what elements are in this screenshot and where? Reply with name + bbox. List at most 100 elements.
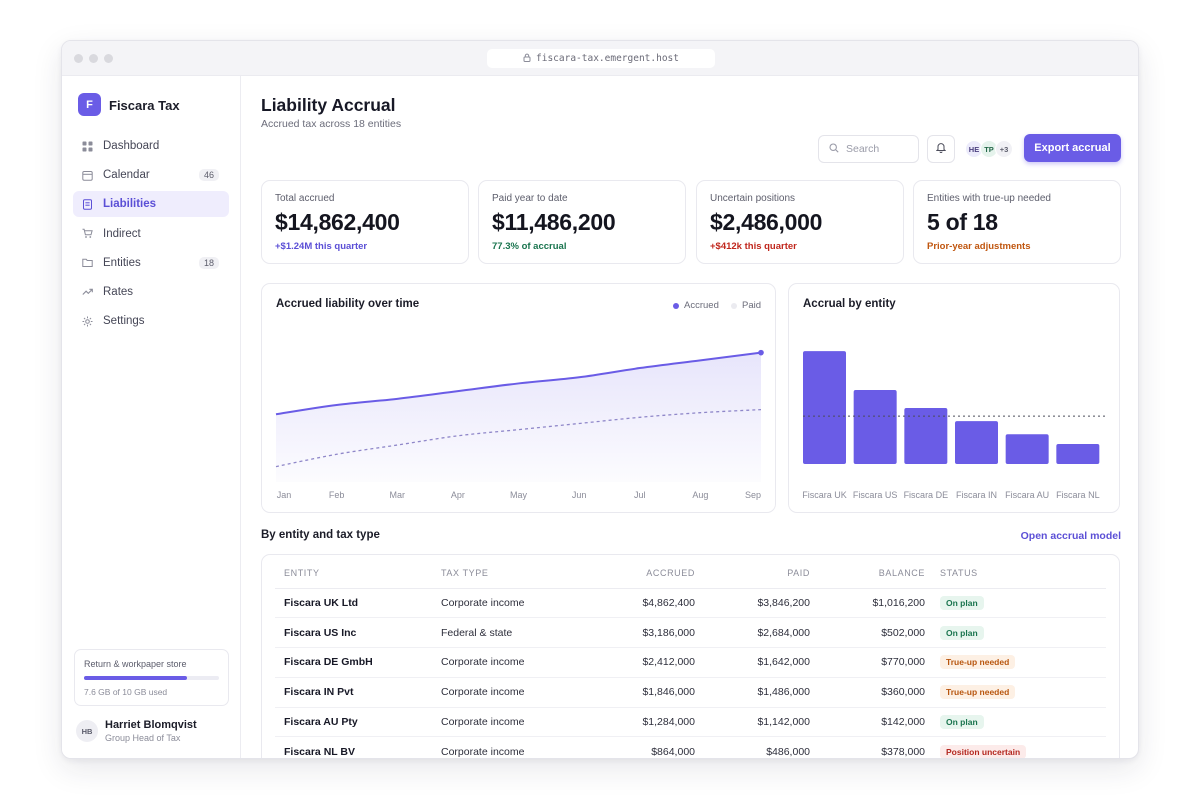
x-tick-label: Aug (692, 490, 708, 500)
sidebar-item-label: Entities (103, 256, 141, 269)
x-tick-label: Jul (634, 490, 646, 500)
chart-title: Accrued liability over time (276, 298, 420, 310)
grid-icon (82, 141, 93, 152)
balance-cell: $142,000 (816, 707, 931, 738)
entity-cell: Fiscara DE GmbH (275, 647, 432, 678)
kpi-card: Entities with true-up needed 5 of 18 Pri… (913, 180, 1121, 264)
sidebar-item-liabilities[interactable]: Liabilities (73, 191, 229, 218)
bar-chart: Fiscara UK Fiscara US Fiscara DE Fiscara IN… (802, 351, 1107, 500)
status-badge: Position uncertain (940, 745, 1027, 758)
gear-icon (82, 316, 93, 327)
sidebar-item-indirect[interactable]: Indirect (73, 221, 229, 247)
sidebar-item-rates[interactable]: Rates (73, 279, 229, 305)
table-row[interactable]: Fiscara UK Ltd Corporate income $4,862,400… (275, 588, 1106, 619)
cart-icon (82, 228, 93, 239)
x-tick-label: Fiscara UK (802, 490, 847, 500)
sidebar-item-label: Rates (103, 285, 134, 298)
accrued-area (276, 352, 761, 482)
sidebar-item-entities[interactable]: Entities 18 (73, 250, 229, 276)
avatar-overflow[interactable]: +3 (995, 140, 1013, 158)
paid-cell: $1,486,000 (701, 677, 816, 708)
x-tick-label: Apr (451, 490, 465, 500)
tax-type-cell: Corporate income (432, 707, 600, 738)
brand-name: Fiscara Tax (109, 98, 180, 113)
status-cell: On plan (931, 588, 1106, 619)
column-header[interactable]: BALANCE (816, 559, 931, 589)
sidebar-item-settings[interactable]: Settings (73, 308, 229, 334)
table-row[interactable]: Fiscara US Inc Federal & state $3,186,000 $… (275, 617, 1106, 649)
avatar[interactable]: HB (76, 720, 98, 742)
brand-logo[interactable]: F (78, 93, 101, 116)
sidebar-item-label: Liabilities (103, 198, 157, 211)
accrued-cell: $1,846,000 (600, 677, 701, 708)
kpi-label: Paid year to date (492, 193, 568, 204)
x-tick-label: Fiscara AU (1005, 490, 1049, 500)
export-accrual-button[interactable]: Export accrual (1024, 134, 1121, 162)
accrued-cell: $3,186,000 (600, 617, 701, 649)
kpi-value: 5 of 18 (927, 209, 998, 235)
open-accrual-model-link[interactable]: Open accrual model (1020, 530, 1121, 542)
browser-titlebar: fiscara-tax.emergent.host (62, 41, 1138, 76)
paid-series-line (275, 408, 762, 468)
sidebar-item-calendar[interactable]: Calendar 46 (73, 162, 229, 188)
search-icon (829, 142, 839, 156)
legend-item-accrued[interactable]: Accrued (673, 300, 719, 311)
kpi-label: Entities with true-up needed (927, 193, 1051, 204)
main-content: Liability Accrual Accrued tax across 18 … (241, 76, 1138, 759)
column-header[interactable]: TAX TYPE (432, 559, 600, 589)
section-title: By entity and tax type (261, 529, 380, 541)
search-input[interactable]: Search (818, 135, 919, 163)
kpi-value: $14,862,400 (275, 209, 400, 235)
status-badge: On plan (940, 595, 984, 610)
balance-cell: $770,000 (816, 647, 931, 678)
x-tick-label: May (510, 490, 528, 500)
storage-card: Return & workpaper store 7.6 GB of 10 GB… (74, 649, 229, 706)
table-row[interactable]: Fiscara DE GmbH Corporate income $2,412,00… (275, 647, 1106, 678)
notifications-button[interactable] (927, 135, 955, 163)
bar (803, 351, 846, 464)
sidebar-item-label: Indirect (103, 227, 141, 240)
accrued-cell: $4,862,400 (600, 588, 701, 619)
entity-cell: Fiscara US Inc (275, 617, 432, 649)
column-header[interactable]: ACCRUED (600, 559, 701, 589)
sidebar-item-label: Dashboard (103, 140, 160, 152)
column-header[interactable]: PAID (701, 559, 816, 589)
table-row[interactable]: Fiscara IN Pvt Corporate income $1,846,000… (275, 677, 1106, 708)
window-close-dot[interactable] (74, 54, 83, 63)
kpi-note: +$412k this quarter (710, 241, 797, 252)
kpi-value: $2,486,000 (710, 209, 823, 235)
balance-cell: $502,000 (816, 617, 931, 649)
sidebar-item-dashboard[interactable]: Dashboard (73, 133, 229, 159)
status-badge: On plan (940, 625, 984, 640)
kpi-note: Prior-year adjustments (927, 241, 1031, 252)
window-maximize-dot[interactable] (104, 54, 113, 63)
column-header[interactable]: ENTITY (275, 559, 432, 589)
user-role: Group Head of Tax (105, 733, 181, 743)
page-subtitle: Accrued tax across 18 entities (261, 118, 402, 130)
accrued-cell: $2,412,000 (600, 647, 701, 678)
chart-title: Accrual by entity (803, 298, 896, 310)
status-cell: On plan (931, 617, 1106, 649)
paid-cell: $1,642,000 (701, 647, 816, 678)
line-chart: Jan Feb Mar Apr May Jun Jul Aug Sep (275, 349, 764, 500)
balance-cell: $1,016,200 (816, 588, 931, 619)
legend-item-paid[interactable]: Paid (731, 300, 761, 311)
x-tick-label: Jun (572, 490, 587, 500)
table-header-row: ENTITY TAX TYPE ACCRUED PAID BALANCE STA… (275, 559, 1106, 589)
tax-type-cell: Corporate income (441, 746, 525, 759)
table-row[interactable]: Fiscara NL BV Corporate income $864,000 $48… (275, 737, 1106, 759)
entity-cell: Fiscara UK Ltd (275, 588, 432, 619)
sidebar-item-label: Settings (103, 315, 145, 328)
window-minimize-dot[interactable] (89, 54, 98, 63)
column-header[interactable]: STATUS (931, 559, 1106, 589)
bar (853, 390, 897, 464)
legend-label: Accrued (684, 300, 719, 311)
status-cell: True-up needed (931, 677, 1106, 708)
table-row[interactable]: Fiscara AU Pty Corporate income $1,284,000… (275, 707, 1106, 738)
legend-swatch (673, 302, 679, 309)
address-bar[interactable]: fiscara-tax.emergent.host (487, 49, 715, 68)
bell-icon (935, 140, 947, 158)
accrued-point (758, 349, 764, 356)
tax-type-cell: Corporate income (432, 588, 600, 619)
legend-swatch (731, 302, 737, 309)
